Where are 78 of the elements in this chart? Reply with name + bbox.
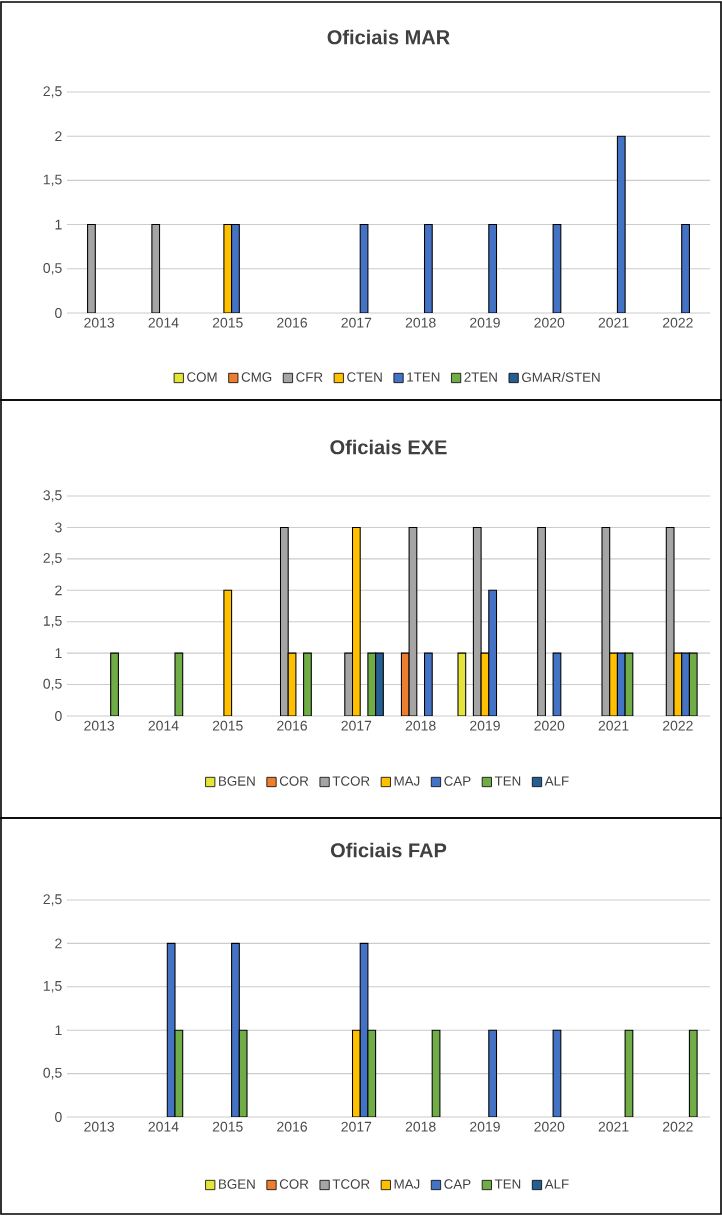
legend-label: BGEN	[219, 1179, 255, 1189]
legend-label: COM	[187, 372, 217, 382]
legend-label: COR	[279, 776, 309, 786]
y-tick-label: 0	[55, 308, 62, 318]
legend-label: CTEN	[347, 372, 382, 382]
x-tick-label: 2015	[212, 317, 243, 328]
x-tick-label: 2017	[341, 720, 372, 731]
chart-title: Oficiais FAP	[330, 842, 447, 858]
legend-label: ALF	[544, 1179, 569, 1189]
bar	[351, 526, 361, 716]
x-tick-label: 2014	[148, 1121, 179, 1132]
x-tick-label: 2019	[470, 317, 500, 328]
x-tick-label: 2018	[405, 1121, 436, 1132]
x-tick-label: 2016	[277, 1121, 308, 1132]
x-tick-label: 2014	[148, 317, 179, 328]
x-tick-label: 2014	[148, 720, 179, 731]
legend-label: GMAR/STEN	[522, 372, 600, 382]
x-tick-label: 2021	[598, 317, 629, 328]
bar	[537, 526, 546, 716]
legend-label: MAJ	[394, 776, 420, 786]
x-tick-label: 2022	[663, 1121, 693, 1132]
y-tick-label: 1	[55, 648, 62, 658]
legend-label: TEN	[494, 1179, 521, 1189]
x-tick-label: 2018	[405, 720, 436, 731]
bar	[279, 526, 289, 716]
y-tick-label: 1,5	[43, 981, 62, 993]
x-tick-label: 2019	[470, 1121, 500, 1132]
y-tick-label: 0,5	[43, 1067, 62, 1080]
y-tick-label: 1,5	[43, 174, 62, 187]
x-tick-label: 2016	[277, 317, 308, 328]
x-tick-label: 2015	[212, 720, 243, 731]
y-tick-label: 2,5	[43, 553, 62, 565]
y-tick-label: 2,5	[43, 894, 62, 906]
chart-title: Oficiais EXE	[330, 439, 447, 455]
legend-label: 2TEN	[464, 372, 497, 382]
x-tick-label: 2013	[84, 1121, 115, 1132]
legend-label: TCOR	[332, 776, 370, 786]
x-tick-label: 2016	[277, 720, 308, 731]
legend-label: TEN	[494, 776, 521, 786]
x-tick-label: 2021	[598, 720, 629, 731]
legend-label: 1TEN	[407, 372, 440, 382]
y-tick-label: 1	[55, 1025, 62, 1036]
x-tick-label: 2013	[84, 317, 115, 328]
x-tick-label: 2015	[212, 1121, 243, 1132]
legend-label: TCOR	[332, 1179, 370, 1189]
legend-label: CMG	[241, 372, 272, 382]
y-tick-label: 0,5	[43, 263, 62, 275]
y-tick-label: 0,5	[43, 678, 62, 691]
legend-label: COR	[279, 1179, 309, 1189]
x-tick-label: 2020	[534, 720, 565, 731]
bar	[488, 589, 498, 716]
legend-label: CAP	[444, 776, 471, 786]
chart-title: Oficiais MAR	[327, 29, 450, 45]
y-tick-label: 2	[55, 585, 62, 596]
y-tick-label: 1	[55, 219, 62, 230]
legend-label: CAP	[444, 1179, 471, 1189]
y-tick-label: 2	[55, 938, 62, 949]
x-tick-label: 2018	[405, 317, 436, 328]
y-tick-label: 3	[55, 522, 62, 533]
y-tick-label: 0	[55, 711, 62, 721]
legend-label: BGEN	[219, 776, 255, 786]
legend-label: CFR	[296, 372, 323, 382]
x-tick-label: 2020	[534, 317, 565, 328]
y-tick-label: 2,5	[43, 86, 62, 98]
x-tick-label: 2019	[470, 720, 500, 731]
y-tick-label: 2	[55, 131, 62, 142]
legend-label: ALF	[544, 776, 569, 786]
y-tick-label: 3,5	[43, 490, 62, 502]
y-tick-label: 0	[55, 1112, 62, 1122]
x-tick-label: 2020	[534, 1121, 565, 1132]
x-tick-label: 2022	[663, 720, 693, 731]
legend-label: MAJ	[394, 1179, 420, 1189]
x-tick-label: 2017	[341, 317, 372, 328]
x-tick-label: 2022	[663, 317, 693, 328]
y-tick-label: 1,5	[43, 616, 62, 628]
x-tick-label: 2013	[84, 720, 115, 731]
x-tick-label: 2017	[341, 1121, 372, 1132]
x-tick-label: 2021	[598, 1121, 629, 1132]
